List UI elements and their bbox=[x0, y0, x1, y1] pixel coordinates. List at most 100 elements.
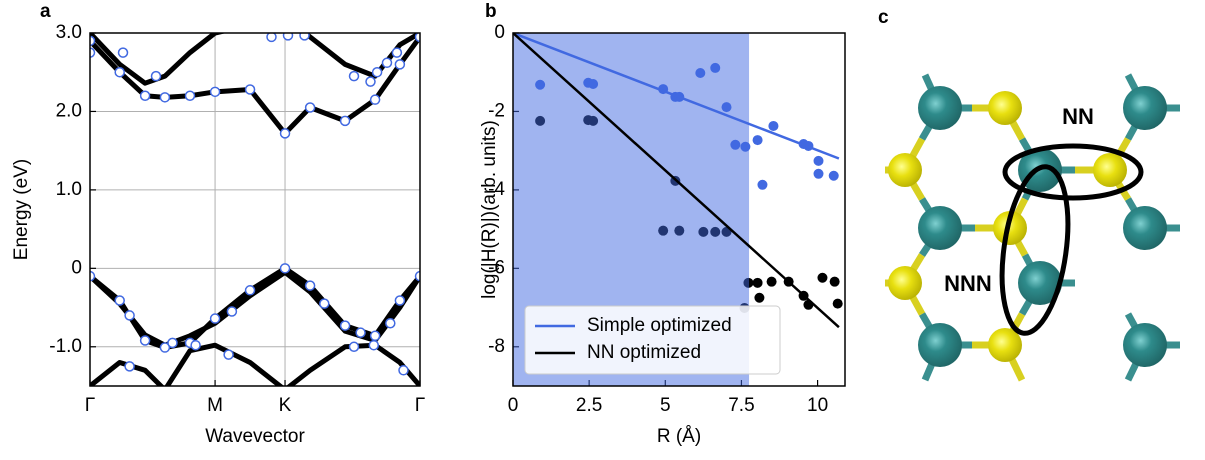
line bbox=[90, 342, 420, 386]
marker bbox=[139, 90, 151, 102]
marker bbox=[319, 298, 330, 309]
marker bbox=[371, 66, 383, 78]
marker bbox=[355, 327, 366, 338]
y-tick-label: -4 bbox=[488, 179, 505, 200]
marker bbox=[414, 270, 420, 282]
marker bbox=[159, 92, 171, 103]
marker bbox=[757, 179, 768, 190]
marker bbox=[339, 320, 351, 331]
marker bbox=[828, 170, 839, 181]
line bbox=[90, 33, 420, 86]
marker bbox=[139, 335, 151, 346]
x-tick-label: 10 bbox=[807, 395, 828, 416]
marker bbox=[752, 277, 763, 288]
x-tick-label: K bbox=[279, 395, 292, 416]
x-tick-label: 2.5 bbox=[576, 395, 602, 416]
marker bbox=[114, 295, 125, 306]
x-tick-label: M bbox=[207, 395, 223, 416]
y-tick-label: -6 bbox=[488, 257, 505, 278]
marker bbox=[279, 128, 291, 139]
panel: a Γ M K Γ 3.0 2.0 1.0 0 -1.0 Wavevector Energy (eV) bbox=[11, 1, 425, 447]
marker bbox=[754, 292, 765, 303]
marker bbox=[398, 365, 409, 376]
y-tick-label: 1.0 bbox=[56, 179, 82, 200]
marker bbox=[90, 47, 96, 58]
marker bbox=[223, 349, 234, 360]
marker bbox=[226, 306, 238, 317]
legend: Simple optimized NN optimized bbox=[524, 305, 781, 375]
axes-frame bbox=[512, 32, 846, 387]
marker bbox=[299, 33, 310, 41]
y-tick-label: -1.0 bbox=[49, 336, 82, 357]
x-tick-label: Γ bbox=[85, 395, 95, 416]
marker bbox=[282, 33, 294, 41]
marker bbox=[244, 285, 256, 296]
x-axis-label: Wavevector bbox=[205, 426, 305, 447]
marker bbox=[381, 57, 393, 69]
line bbox=[513, 33, 840, 329]
legend-label: Simple optimized bbox=[587, 315, 732, 336]
panel-label: c bbox=[878, 7, 889, 28]
marker bbox=[385, 317, 396, 329]
marker bbox=[365, 76, 376, 87]
y-tick-label: 0 bbox=[71, 257, 82, 278]
marker bbox=[348, 341, 360, 353]
marker bbox=[304, 102, 316, 113]
marker bbox=[394, 295, 406, 306]
nn-label: NN bbox=[1062, 104, 1094, 129]
marker bbox=[817, 272, 828, 283]
x-tick-label: 0 bbox=[508, 395, 519, 416]
lattice bbox=[885, 73, 1180, 382]
marker bbox=[167, 337, 178, 349]
y-axis-label: Energy (eV) bbox=[11, 159, 32, 260]
marker bbox=[348, 70, 360, 82]
axes-frame bbox=[89, 32, 421, 387]
marker bbox=[209, 86, 221, 98]
marker bbox=[304, 280, 316, 291]
x-axis-label: R (Å) bbox=[657, 426, 701, 447]
plot-area bbox=[90, 33, 420, 386]
y-tick-label: 3.0 bbox=[56, 22, 82, 43]
marker bbox=[209, 313, 221, 324]
marker bbox=[752, 135, 763, 146]
line bbox=[513, 33, 840, 160]
marker bbox=[117, 47, 129, 58]
legend-label: NN optimized bbox=[587, 342, 701, 363]
marker bbox=[369, 94, 381, 105]
marker bbox=[391, 47, 403, 58]
y-tick-label: 2.0 bbox=[56, 100, 82, 121]
marker bbox=[829, 276, 840, 287]
marker bbox=[368, 339, 380, 351]
marker bbox=[766, 276, 777, 287]
marker bbox=[114, 66, 125, 78]
marker bbox=[244, 84, 256, 95]
marker bbox=[190, 339, 201, 351]
marker bbox=[339, 115, 351, 127]
marker bbox=[832, 298, 843, 309]
nnn-label: NNN bbox=[944, 271, 992, 296]
marker bbox=[369, 330, 381, 342]
x-tick-label: Γ bbox=[415, 395, 425, 416]
marker bbox=[150, 70, 162, 82]
legend-box bbox=[524, 305, 781, 375]
marker bbox=[813, 168, 824, 179]
marker bbox=[159, 342, 171, 353]
panel-label: b bbox=[485, 1, 497, 22]
marker bbox=[90, 270, 96, 282]
marker bbox=[124, 361, 135, 372]
marker bbox=[394, 59, 406, 70]
y-axis-label: log(|H(R)|)(arb. units) bbox=[479, 120, 500, 299]
x-tick-label: 7.5 bbox=[728, 395, 754, 416]
y-tick-label: -2 bbox=[488, 100, 505, 121]
panel: b0 2.5 5 7.5 100-2-4-6-8R (Å)log(|H(R)|)(arb… bbox=[479, 1, 846, 447]
marker bbox=[124, 310, 135, 321]
marker bbox=[813, 155, 824, 166]
marker bbox=[279, 263, 291, 274]
marker bbox=[184, 90, 196, 102]
marker bbox=[414, 33, 420, 43]
panel-label: a bbox=[40, 1, 51, 22]
y-tick-label: 0 bbox=[494, 22, 505, 43]
x-tick-label: 5 bbox=[660, 395, 671, 416]
marker bbox=[768, 120, 779, 131]
